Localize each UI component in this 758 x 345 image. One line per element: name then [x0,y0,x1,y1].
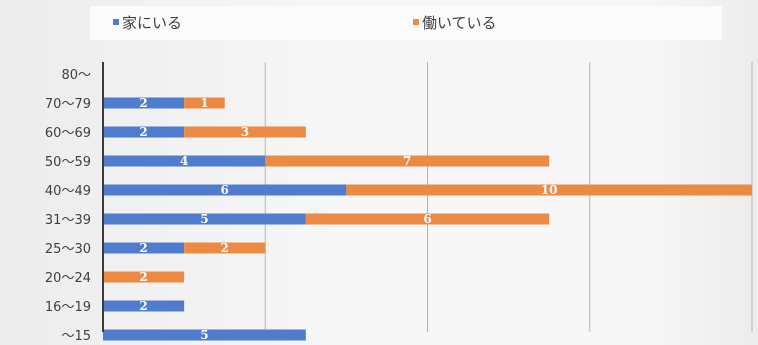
data-label: 5 [200,212,208,226]
legend-label-2: 働いている [422,14,497,32]
legend-swatch-2 [413,19,419,25]
bar-segment-working [305,213,550,225]
category-label: 25〜30 [45,242,91,257]
category-label: 31〜39 [45,213,91,228]
legend-swatch-1 [113,19,119,25]
category-labels: 80〜 70〜79 60〜69 50〜59 40〜49 31〜39 25〜30 20〜24 16… [45,68,91,344]
bar-segment-at-home [103,213,306,225]
bar-segment-working [265,155,550,167]
bars: 2 1 2 3 4 7 6 10 5 6 2 2 2 2 5 [103,96,752,342]
data-label: 10 [541,183,558,197]
bar-segment-at-home [103,242,185,254]
legend-background [90,6,722,40]
data-label: 7 [403,154,411,168]
data-label: 1 [200,96,208,110]
data-label: 2 [139,125,147,139]
bar-segment-at-home [103,300,185,312]
category-label: 70〜79 [45,97,91,112]
data-label: 6 [221,183,229,197]
data-label: 2 [139,96,147,110]
bar-segment-working [184,97,225,109]
category-label: 20〜24 [45,271,91,286]
data-label: 2 [139,270,147,284]
legend: 家にいる 働いている [90,6,722,40]
bar-segment-at-home [103,126,185,138]
legend-label-1: 家にいる [122,14,182,32]
data-label: 3 [241,125,249,139]
bar-segment-working [103,271,185,283]
bar-segment-at-home [103,184,347,196]
gridlines [264,62,753,332]
category-label: 50〜59 [45,155,91,170]
category-label: 80〜 [61,68,91,83]
category-label: 40〜49 [45,184,91,199]
bar-segment-working [346,184,752,196]
data-label: 5 [200,328,208,342]
category-label: 〜15 [61,329,91,344]
bar-segment-at-home [103,97,185,109]
data-label: 6 [423,212,431,226]
data-label: 2 [221,241,229,255]
bar-segment-at-home [103,155,266,167]
data-label: 4 [180,154,188,168]
data-label: 2 [139,299,147,313]
bar-segment-at-home [103,329,306,341]
category-label: 16〜19 [45,300,91,315]
category-label: 60〜69 [45,126,91,141]
bar-segment-working [184,126,306,138]
bar-segment-working [184,242,266,254]
data-label: 2 [139,241,147,255]
